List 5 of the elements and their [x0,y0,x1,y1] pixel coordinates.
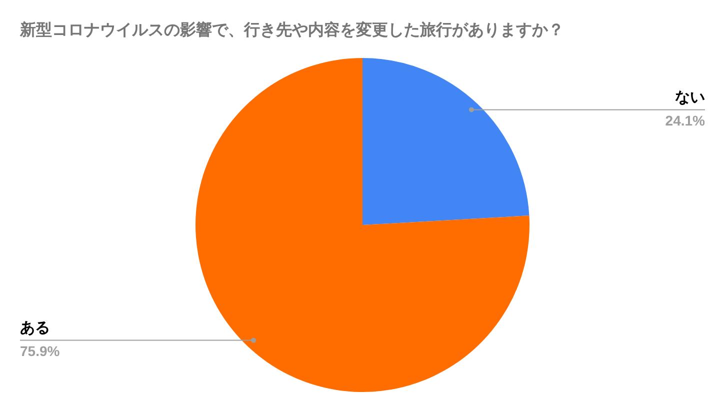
slice-label: ある [20,318,50,337]
data-label: 24.1% [665,112,706,129]
data-label: 75.9% [20,343,60,360]
chart-title: 新型コロナウイルスの影響で、行き先や内容を変更した旅行がありますか？ [20,20,564,41]
slice-label: ない [675,88,705,106]
